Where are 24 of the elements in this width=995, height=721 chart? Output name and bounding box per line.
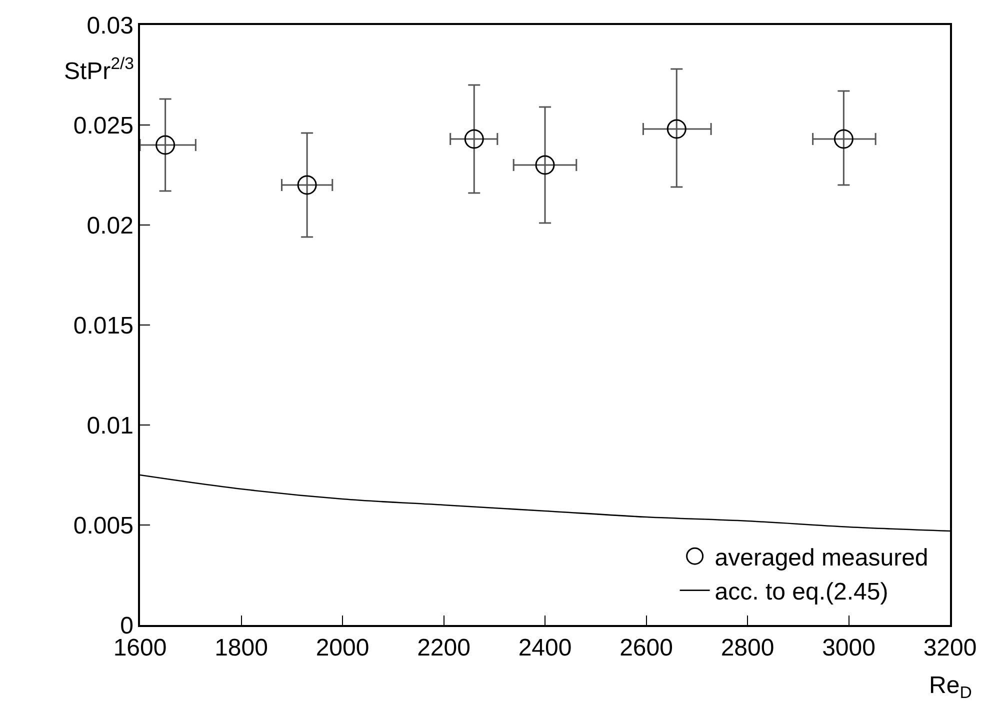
x-tick-label: 2800	[720, 634, 774, 662]
legend-label: acc. to eq.(2.45)	[714, 578, 888, 606]
legend-label: averaged measured	[714, 544, 928, 572]
y-tick-label: 0.025	[73, 112, 134, 140]
x-axis-title: Re$_{D}$	[929, 672, 972, 702]
y-tick-label: 0.03	[86, 12, 134, 40]
y-axis-title: StPr$^{2/3}$	[64, 54, 134, 86]
y-tick-label: 0.005	[73, 512, 134, 540]
point	[666, 119, 686, 139]
point	[297, 175, 317, 195]
x-tick-label: 2200	[417, 634, 470, 662]
y-tick-label: 0.01	[86, 412, 134, 440]
x-tick-label: 1800	[214, 634, 268, 662]
point	[834, 129, 854, 149]
point	[156, 135, 176, 155]
x-tick-label: 3200	[923, 634, 977, 662]
x-tick-label: 2000	[316, 634, 370, 662]
point	[464, 129, 484, 149]
point	[535, 155, 555, 175]
x-tick-label: 3000	[822, 634, 876, 662]
x-tick-label: 2600	[620, 634, 673, 662]
x-tick-label: 2400	[518, 634, 572, 662]
y-tick-label: 0.02	[86, 212, 134, 240]
y-tick-label: 0.015	[73, 312, 134, 340]
